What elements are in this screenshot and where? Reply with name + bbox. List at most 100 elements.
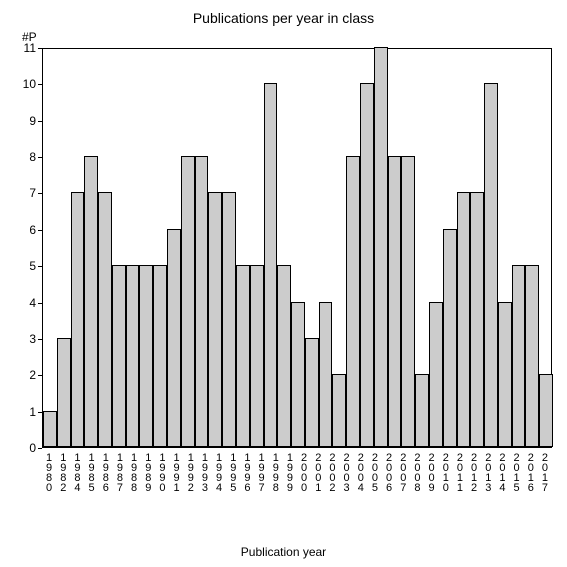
y-tick-mark	[38, 412, 42, 413]
bar	[181, 156, 195, 447]
x-tick-label: 2012	[468, 452, 479, 492]
bar	[457, 192, 471, 447]
x-tick-label: 1998	[270, 452, 281, 492]
x-tick-label: 2016	[525, 452, 536, 492]
x-tick-label: 1989	[142, 452, 153, 492]
x-tick-label: 2003	[341, 452, 352, 492]
bar	[305, 338, 319, 447]
bar	[98, 192, 112, 447]
x-tick-label: 1982	[57, 452, 68, 492]
bar	[360, 83, 374, 447]
bar	[43, 411, 57, 447]
bar	[374, 47, 388, 447]
x-tick-label: 1991	[171, 452, 182, 492]
y-tick-mark	[38, 339, 42, 340]
bar	[277, 265, 291, 447]
x-tick-label: 2010	[440, 452, 451, 492]
y-tick-mark	[38, 48, 42, 49]
bar	[291, 302, 305, 447]
y-tick-label: 8	[18, 150, 36, 164]
x-tick-label: 2014	[496, 452, 507, 492]
x-tick-label: 1988	[128, 452, 139, 492]
bar	[222, 192, 236, 447]
bar	[319, 302, 333, 447]
y-tick-mark	[38, 230, 42, 231]
bar	[57, 338, 71, 447]
x-tick-label: 1996	[241, 452, 252, 492]
y-tick-label: 1	[18, 405, 36, 419]
bar	[512, 265, 526, 447]
chart-title: Publications per year in class	[0, 10, 567, 26]
x-tick-label: 1999	[284, 452, 295, 492]
x-tick-label: 2015	[511, 452, 522, 492]
x-tick-label: 2013	[482, 452, 493, 492]
bar	[167, 229, 181, 447]
x-tick-label: 2005	[369, 452, 380, 492]
x-tick-label: 2002	[326, 452, 337, 492]
bar	[415, 374, 429, 447]
x-tick-label: 1985	[86, 452, 97, 492]
bar	[332, 374, 346, 447]
x-tick-label: 1997	[256, 452, 267, 492]
x-tick-label: 1986	[100, 452, 111, 492]
y-tick-mark	[38, 266, 42, 267]
y-tick-mark	[38, 448, 42, 449]
bar	[139, 265, 153, 447]
bar	[153, 265, 167, 447]
y-tick-label: 4	[18, 296, 36, 310]
bar	[71, 192, 85, 447]
bar	[498, 302, 512, 447]
bar	[250, 265, 264, 447]
x-tick-label: 1993	[199, 452, 210, 492]
bar	[112, 265, 126, 447]
bar	[236, 265, 250, 447]
bar	[539, 374, 553, 447]
bar	[443, 229, 457, 447]
bar	[470, 192, 484, 447]
y-tick-mark	[38, 84, 42, 85]
x-tick-label: 1980	[43, 452, 54, 492]
x-tick-label: 2017	[539, 452, 550, 492]
x-tick-label: 2009	[426, 452, 437, 492]
y-tick-label: 0	[18, 441, 36, 455]
x-tick-label: 1984	[71, 452, 82, 492]
y-tick-label: 6	[18, 223, 36, 237]
bar	[264, 83, 278, 447]
x-tick-label: 1992	[185, 452, 196, 492]
y-tick-mark	[38, 303, 42, 304]
y-tick-label: 11	[18, 41, 36, 55]
y-tick-label: 9	[18, 114, 36, 128]
bar	[126, 265, 140, 447]
y-tick-label: 10	[18, 77, 36, 91]
chart-container: Publications per year in class #P Public…	[0, 0, 567, 567]
bar	[346, 156, 360, 447]
y-tick-mark	[38, 375, 42, 376]
bar	[429, 302, 443, 447]
x-tick-label: 2011	[454, 452, 465, 492]
x-tick-label: 2001	[312, 452, 323, 492]
x-tick-label: 2000	[298, 452, 309, 492]
bar	[525, 265, 539, 447]
x-tick-label: 2004	[355, 452, 366, 492]
y-tick-mark	[38, 157, 42, 158]
bar	[401, 156, 415, 447]
x-tick-label: 1987	[114, 452, 125, 492]
bar	[195, 156, 209, 447]
x-tick-label: 1990	[156, 452, 167, 492]
x-tick-label: 1994	[213, 452, 224, 492]
y-tick-label: 2	[18, 368, 36, 382]
bar	[84, 156, 98, 447]
x-tick-label: 2007	[397, 452, 408, 492]
y-tick-label: 3	[18, 332, 36, 346]
y-tick-label: 7	[18, 186, 36, 200]
x-tick-label: 2008	[411, 452, 422, 492]
x-tick-label: 1995	[227, 452, 238, 492]
y-tick-mark	[38, 121, 42, 122]
x-tick-label: 2006	[383, 452, 394, 492]
bar	[484, 83, 498, 447]
y-tick-mark	[38, 193, 42, 194]
plot-area	[42, 48, 552, 448]
x-axis-label: Publication year	[0, 545, 567, 559]
bar	[388, 156, 402, 447]
y-tick-label: 5	[18, 259, 36, 273]
